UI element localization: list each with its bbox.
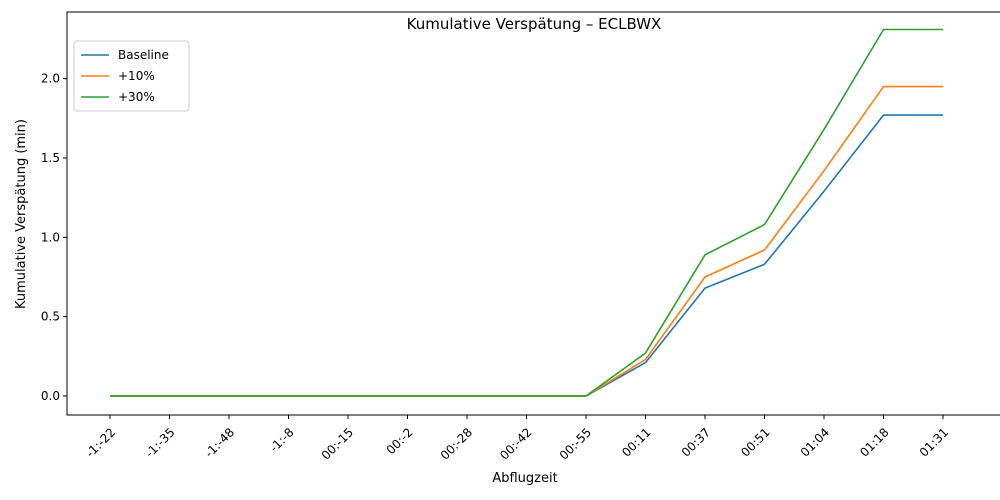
x-axis: -1:-22 -1:-35 -1:-48 -1:-8 00:-15 00:-2 00:-28…	[83, 415, 951, 463]
x-tick-label: 00:-2	[384, 425, 416, 457]
legend: Baseline +10% +30%	[73, 40, 190, 112]
x-tick-label: 00:51	[738, 425, 772, 459]
y-tick-label: 2.0	[41, 72, 60, 86]
series-line-30	[110, 28, 943, 397]
x-tick-label: 00:-15	[319, 425, 356, 462]
legend-label: +30%	[118, 90, 155, 104]
series-lines	[110, 28, 943, 397]
legend-label: Baseline	[118, 48, 169, 62]
x-tick-label: 00:11	[619, 425, 653, 459]
series-line-10	[110, 85, 943, 397]
plot-area-frame	[66, 11, 1000, 416]
y-tick-label: 1.5	[41, 151, 60, 165]
x-tick-label: 00:-28	[438, 425, 475, 462]
x-tick-label: 00:-42	[497, 425, 534, 462]
x-tick-label: 01:18	[857, 425, 891, 459]
x-tick-label: 00:-55	[557, 425, 594, 462]
x-tick-label: 00:37	[679, 425, 713, 459]
y-axis: 0.0 0.5 1.0 1.5 2.0	[41, 72, 67, 403]
y-tick-label: 0.0	[41, 389, 60, 403]
y-tick-label: 0.5	[41, 310, 60, 324]
x-axis-title: Abflugzeit	[492, 471, 557, 486]
chart-title: Kumulative Verspätung – ECLBWX	[407, 15, 662, 33]
x-tick-label: -1:-35	[143, 425, 178, 460]
legend-box	[73, 40, 190, 112]
y-tick-label: 1.0	[41, 230, 60, 244]
x-tick-label: 01:04	[798, 425, 832, 459]
x-tick-label: -1:-48	[202, 425, 237, 460]
x-tick-label: 01:31	[917, 425, 951, 459]
x-tick-label: -1:-8	[267, 425, 297, 455]
series-line-baseline	[110, 114, 943, 397]
legend-label: +10%	[118, 69, 155, 83]
y-axis-title: Kumulative Verspätung (min)	[14, 119, 29, 309]
x-tick-label: -1:-22	[83, 425, 118, 460]
